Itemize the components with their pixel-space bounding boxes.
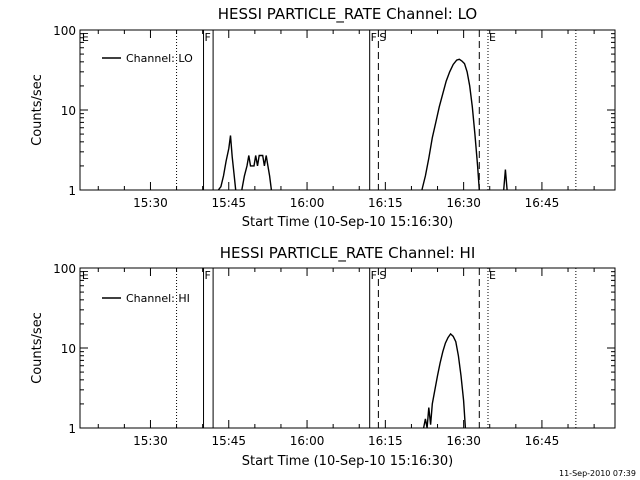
x-tick-label: 15:45 xyxy=(211,196,246,210)
series-line xyxy=(422,332,467,429)
event-marker-label: E xyxy=(82,31,89,44)
x-tick-label: 16:15 xyxy=(368,434,403,448)
x-axis-label: Start Time (10-Sep-10 15:16:30) xyxy=(242,454,453,469)
x-tick-label: 16:45 xyxy=(525,196,560,210)
legend-label: Channel: LO xyxy=(126,52,193,65)
legend-label: Channel: HI xyxy=(126,292,190,305)
footer-timestamp: 11-Sep-2010 07:39 xyxy=(559,469,636,478)
x-tick-label: 16:45 xyxy=(525,434,560,448)
y-tick-label: 1 xyxy=(68,422,76,436)
series-line xyxy=(217,135,237,191)
event-marker-label: E xyxy=(489,31,496,44)
event-marker-label: E xyxy=(82,269,89,282)
x-tick-label: 16:00 xyxy=(290,434,325,448)
chart-panel-0: HESSI PARTICLE_RATE Channel: LO 1 10 100 15:… xyxy=(30,5,616,230)
x-tick-label: 15:30 xyxy=(133,196,168,210)
x-tick-label: 16:00 xyxy=(290,196,325,210)
event-marker-label: S xyxy=(379,31,386,44)
y-tick-label: 10 xyxy=(61,104,76,118)
event-marker-label: E xyxy=(489,269,496,282)
x-tick-label: 16:30 xyxy=(446,434,481,448)
series-line xyxy=(241,154,273,191)
event-marker-label: F xyxy=(205,269,211,282)
x-tick-label: 16:15 xyxy=(368,196,403,210)
y-tick-label: 100 xyxy=(53,262,76,276)
x-tick-label: 15:45 xyxy=(211,434,246,448)
event-marker-label: F xyxy=(371,31,377,44)
y-tick-label: 10 xyxy=(61,342,76,356)
series-line xyxy=(421,58,480,191)
x-tick-label: 15:30 xyxy=(133,434,168,448)
y-tick-label: 1 xyxy=(68,184,76,198)
x-tick-label: 16:30 xyxy=(446,196,481,210)
x-axis-label: Start Time (10-Sep-10 15:16:30) xyxy=(242,215,453,230)
y-tick-label: 100 xyxy=(53,24,76,38)
y-axis-label: Counts/sec xyxy=(30,312,45,384)
chart-title: HESSI PARTICLE_RATE Channel: HI xyxy=(220,244,476,263)
event-marker-label: S xyxy=(379,269,386,282)
y-axis-label: Counts/sec xyxy=(30,74,45,146)
chart-panel-1: HESSI PARTICLE_RATE Channel: HI 1 10 100 15:… xyxy=(30,244,616,469)
chart-title: HESSI PARTICLE_RATE Channel: LO xyxy=(218,5,477,24)
event-marker-label: F xyxy=(205,31,211,44)
event-marker-label: F xyxy=(371,269,377,282)
series-line xyxy=(503,169,508,191)
